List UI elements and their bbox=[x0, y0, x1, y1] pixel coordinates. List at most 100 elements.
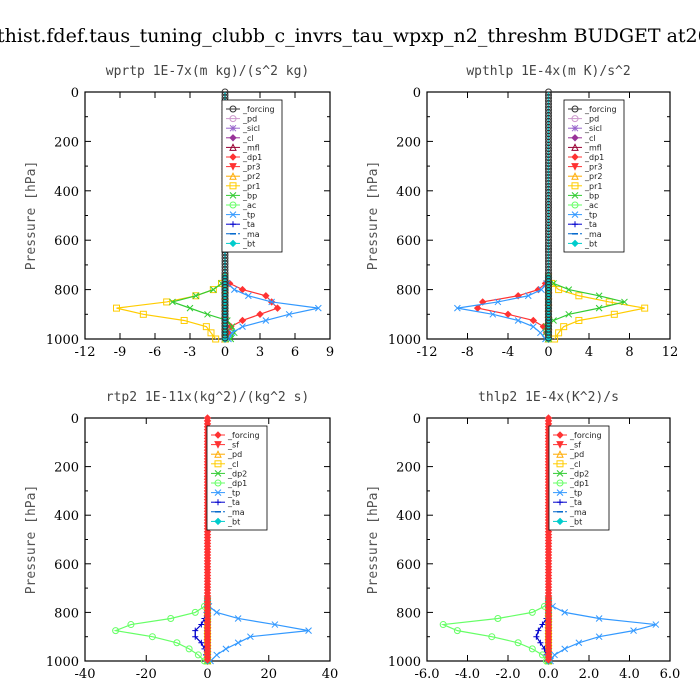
series-point bbox=[555, 286, 563, 294]
legend-label: _ta bbox=[584, 220, 597, 229]
legend-marker bbox=[214, 441, 222, 449]
series-point bbox=[529, 316, 538, 325]
series-point bbox=[560, 323, 568, 331]
series-point bbox=[194, 651, 202, 659]
legend-marker bbox=[229, 115, 237, 123]
legend-label: _pd bbox=[569, 450, 584, 459]
series-point bbox=[273, 304, 282, 312]
series-point bbox=[494, 298, 502, 306]
legend-marker bbox=[215, 499, 221, 506]
series-point bbox=[202, 323, 210, 331]
legend-marker bbox=[214, 479, 222, 487]
legend-marker bbox=[571, 134, 579, 142]
series-point bbox=[239, 323, 246, 331]
legend-marker bbox=[571, 143, 579, 151]
series-point bbox=[535, 627, 542, 634]
series-point bbox=[285, 310, 293, 318]
series-point bbox=[565, 286, 573, 293]
y-tick-label: 600 bbox=[54, 234, 79, 249]
series-point bbox=[198, 639, 205, 646]
series-point bbox=[555, 329, 563, 337]
series-point bbox=[489, 310, 497, 318]
series-point bbox=[529, 323, 537, 331]
series-point bbox=[192, 627, 199, 634]
legend-label: _sicl bbox=[584, 124, 602, 133]
legend-marker bbox=[229, 192, 237, 199]
series-point bbox=[213, 609, 221, 616]
series-point bbox=[539, 621, 546, 628]
legend-marker bbox=[229, 134, 237, 142]
series-point bbox=[565, 310, 573, 318]
legend-label: _cl bbox=[584, 134, 596, 143]
panel-3: rtp2 1E-11x(kg^2)/(kg^2 s) Pressure [hPa]… bbox=[24, 390, 338, 682]
legend-marker bbox=[571, 211, 579, 218]
x-tick-label: 0 bbox=[544, 345, 552, 360]
zero-line-point bbox=[203, 656, 212, 664]
x-tick-label: 12 bbox=[662, 345, 679, 360]
series-point bbox=[524, 292, 532, 300]
series-point bbox=[630, 627, 637, 634]
y-tick-label: 1000 bbox=[46, 655, 79, 670]
y-tick-label: 1000 bbox=[388, 333, 421, 348]
y-tick-label: 200 bbox=[396, 461, 421, 476]
y-tick-label: 800 bbox=[396, 284, 421, 299]
legend: _forcing_pd_sicl_cl_mfl_dp1_pr3_pr2_pr1_… bbox=[221, 99, 283, 253]
legend-label: _ma bbox=[569, 508, 587, 517]
legend-marker bbox=[556, 441, 564, 449]
x-tick-label: 0.0 bbox=[538, 667, 559, 682]
series-point bbox=[192, 292, 200, 300]
x-tick-label: 4 bbox=[585, 345, 593, 360]
legend: _forcing_pd_sicl_cl_mfl_dp1_pr3_pr2_pr1_… bbox=[563, 99, 625, 253]
series-point bbox=[538, 286, 545, 293]
x-tick-label: 6.0 bbox=[660, 667, 681, 682]
series-point bbox=[595, 304, 603, 312]
x-tick-label: 4.0 bbox=[619, 667, 640, 682]
legend-label: _cl bbox=[569, 460, 581, 469]
legend-label: _pr2 bbox=[584, 172, 602, 181]
legend-label: _ma bbox=[584, 230, 602, 239]
y-tick-label: 200 bbox=[54, 461, 79, 476]
legend-marker bbox=[556, 517, 564, 526]
x-tick-label: -6.0 bbox=[414, 667, 439, 682]
series-point bbox=[268, 298, 276, 306]
zero-line-point bbox=[545, 331, 552, 339]
legend-label: _pd bbox=[227, 450, 242, 459]
series-point bbox=[212, 335, 220, 343]
series-point bbox=[234, 639, 242, 647]
legend-marker bbox=[214, 517, 222, 526]
legend-marker bbox=[229, 143, 237, 151]
plot-frame bbox=[84, 91, 331, 340]
series-point bbox=[256, 310, 264, 319]
legend-marker bbox=[556, 450, 564, 458]
legend-marker bbox=[230, 221, 236, 228]
series-line bbox=[457, 92, 550, 340]
series-point bbox=[551, 651, 558, 659]
y-tick-label: 0 bbox=[413, 412, 421, 427]
legend-marker bbox=[229, 172, 237, 180]
series-line bbox=[476, 92, 550, 340]
legend-label: _forcing bbox=[584, 105, 617, 114]
legend-marker bbox=[556, 479, 564, 487]
series-point bbox=[453, 627, 461, 635]
legend-label: _ma bbox=[242, 230, 260, 239]
series-point bbox=[575, 639, 583, 647]
series-point bbox=[127, 621, 135, 629]
panel-title: wprtp 1E-7x(m kg)/(s^2 kg) bbox=[106, 64, 310, 79]
series-point bbox=[244, 292, 252, 300]
legend-label: _cl bbox=[227, 460, 239, 469]
legend-label: _dp1 bbox=[227, 479, 247, 488]
legend-marker bbox=[214, 460, 222, 468]
legend-label: _sf bbox=[569, 441, 581, 450]
y-tick-label: 0 bbox=[71, 86, 79, 101]
series-point bbox=[595, 633, 603, 641]
y-axis-label: Pressure [hPa] bbox=[24, 161, 39, 271]
series-point bbox=[230, 286, 238, 293]
y-tick-label: 800 bbox=[396, 606, 421, 621]
x-tick-label: 2.0 bbox=[579, 667, 600, 682]
series-point bbox=[191, 608, 199, 616]
legend-label: _dp1 bbox=[584, 153, 604, 162]
legend-label: _dp2 bbox=[227, 469, 247, 478]
series-point bbox=[247, 633, 254, 641]
legend-label: _dp1 bbox=[242, 153, 262, 162]
